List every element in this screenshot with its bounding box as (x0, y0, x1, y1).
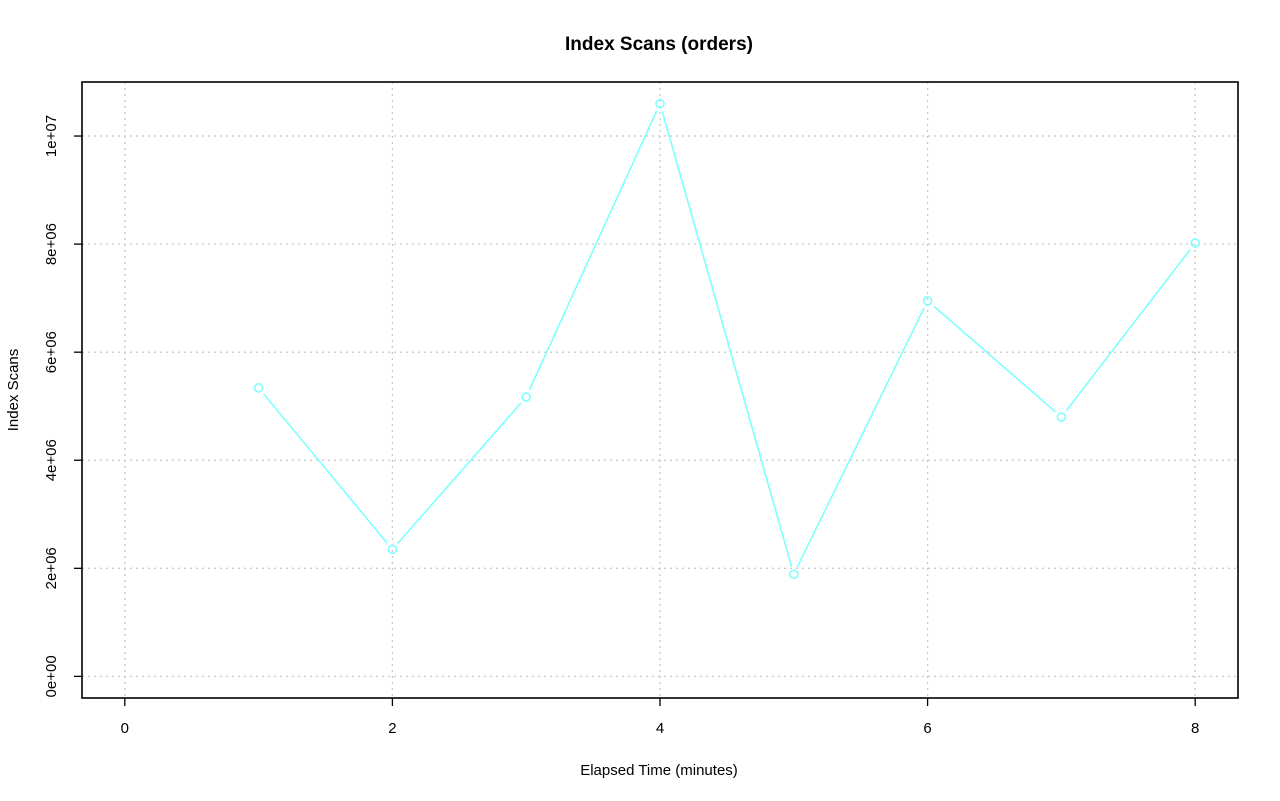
series-segment-0-1 (397, 402, 522, 544)
data-point-0 (253, 383, 264, 393)
y-tick-label: 4e+06 (43, 439, 60, 481)
data-point-2 (521, 392, 532, 402)
x-axis: 0 2 4 6 8 (121, 698, 1199, 737)
series-segment-0-3 (661, 111, 793, 567)
x-tick-label: 0 (121, 720, 129, 737)
series-segment-0-0 (263, 393, 388, 544)
series-segment-0-6 (1065, 248, 1191, 412)
data-point-1 (387, 544, 398, 555)
y-tick-label: 0e+00 (43, 655, 60, 697)
x-tick-label: 2 (388, 720, 396, 737)
chart-title: Index Scans (orders) (565, 34, 753, 55)
series-line (263, 110, 1191, 568)
data-point-6 (1056, 412, 1067, 422)
x-tick-label: 8 (1191, 720, 1199, 737)
series-segment-0-5 (933, 305, 1056, 413)
x-axis-label: Elapsed Time (minutes) (580, 762, 738, 779)
y-tick-label: 6e+06 (43, 331, 60, 373)
y-axis-label: Index Scans (5, 349, 22, 432)
data-point-3 (655, 98, 665, 109)
y-tick-label: 1e+07 (43, 115, 60, 157)
series-segment-0-2 (528, 110, 658, 391)
data-point-7 (1190, 238, 1200, 248)
data-point-5 (922, 296, 933, 306)
y-tick-label: 8e+06 (43, 223, 60, 265)
data-point-4 (788, 569, 799, 580)
x-tick-label: 4 (656, 720, 664, 737)
series-segment-0-4 (796, 307, 925, 568)
y-tick-label: 2e+06 (43, 547, 60, 589)
grid (82, 82, 1238, 698)
series-points (253, 98, 1200, 580)
x-tick-label: 6 (923, 720, 931, 737)
y-axis: 0e+00 2e+06 4e+06 6e+06 8e+06 1e+07 (43, 115, 82, 697)
